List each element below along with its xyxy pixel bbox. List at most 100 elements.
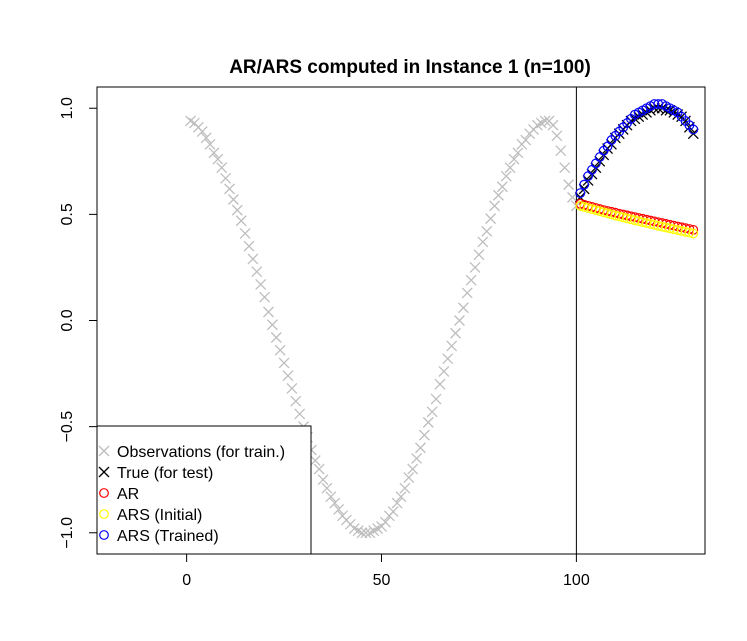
ars-trained-point [590,158,601,169]
observation-point [461,287,473,299]
legend-marker [98,445,110,457]
observation-point [489,200,500,212]
observation-point [247,253,259,265]
series-4 [575,99,699,199]
observation-point [415,442,426,454]
y-tick-label: 0.5 [59,203,76,225]
observation-point [204,138,216,150]
data-points [185,99,699,539]
legend-label: ARS (Initial) [117,507,202,524]
observation-point [430,393,442,405]
x-tick-label: 0 [182,572,191,589]
observation-point [200,132,212,144]
observation-point [485,213,497,225]
legend-label: Observations (for train.) [117,444,285,461]
observation-point [403,472,415,484]
observation-point [477,236,489,248]
legend-item-ars-initial: ARS (Initial) [99,507,202,524]
observation-point [496,181,508,193]
y-axis: −1.0 −0.5 0.0 0.5 1.0 [59,97,97,549]
observation-point [454,315,465,326]
observation-point [391,497,403,509]
series-0 [185,115,582,539]
observation-point [313,463,325,475]
observation-point [442,353,454,365]
observation-point [317,474,329,486]
observation-point [457,302,469,314]
observation-point [422,416,434,428]
legend-marker [98,466,110,478]
observation-point [481,225,493,237]
observation-point [520,134,532,146]
observation-point [555,145,567,157]
observation-point [274,344,286,356]
y-tick-label: −1.0 [59,517,76,549]
legend-box [96,425,312,555]
observation-point [535,117,547,129]
x-tick-label: 100 [563,572,590,589]
ars-trained-point [575,188,586,199]
y-tick-label: 0.0 [59,309,76,331]
observation-point [227,194,239,205]
legend-marker [99,530,109,540]
observation-point [239,228,251,239]
observation-point [434,378,446,390]
observation-point [185,115,196,127]
ars-trained-point [583,171,593,182]
observation-point [418,429,430,441]
observation-point [263,306,274,318]
observation-point [399,482,411,494]
observation-point [309,455,321,467]
y-tick-label: 1.0 [59,97,76,119]
observation-point [512,147,524,159]
observation-point [212,153,224,165]
observation-point [216,162,228,174]
observation-point [559,162,571,174]
observation-point [290,395,302,407]
legend-label: True (for test) [117,465,213,482]
observation-point [329,497,341,509]
observation-point [473,249,485,261]
ars-initial-point [684,227,695,238]
observation-point [270,332,282,343]
observation-point [325,491,337,503]
observation-point [500,170,512,182]
observation-point [266,319,278,331]
ars-initial-point [688,228,699,239]
observation-point [356,527,368,539]
observation-point [465,274,477,286]
observation-point [450,327,462,339]
observation-point [251,266,263,278]
legend-label: ARS (Trained) [117,528,219,545]
y-tick-label: −0.5 [59,411,76,443]
observation-point [438,365,450,377]
observation-point [492,189,504,201]
observation-point [286,382,298,394]
legend-marker [99,509,109,519]
observation-point [504,162,516,174]
observation-point [395,491,407,503]
observation-point [224,183,235,195]
observation-point [547,119,559,131]
observation-point [411,453,423,464]
observation-point [259,291,271,303]
chart-title: AR/ARS computed in Instance 1 (n=100) [229,57,591,78]
legend-label: AR [117,486,139,503]
observation-point [243,240,255,252]
x-tick-label: 50 [373,572,391,589]
ars-trained-point [587,164,597,175]
legend-item-observations: Observations (for train.) [98,444,285,461]
ars-trained-point [579,179,590,190]
observation-point [379,516,391,528]
observation-point [352,525,364,537]
legend: Observations (for train.) True (for test)… [96,425,312,555]
x-axis: 0 50 100 [182,554,590,589]
observation-point [255,278,267,290]
observation-point [278,357,290,369]
ars-trained-point [649,99,660,109]
observation-point [220,172,232,184]
legend-item-ars-trained: ARS (Trained) [99,528,219,545]
observation-point [282,370,294,382]
series-3 [575,200,699,239]
